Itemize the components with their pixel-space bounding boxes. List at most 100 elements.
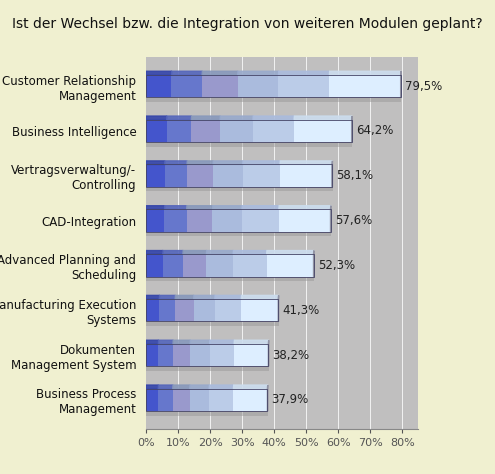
Polygon shape	[202, 71, 238, 75]
Text: 41,3%: 41,3%	[283, 304, 320, 317]
Bar	[146, 389, 267, 411]
Text: 79,5%: 79,5%	[405, 80, 442, 92]
Polygon shape	[163, 251, 183, 254]
Polygon shape	[267, 251, 314, 254]
Bar	[190, 389, 209, 411]
Polygon shape	[146, 206, 165, 210]
Bar	[146, 254, 163, 276]
Bar	[215, 299, 241, 321]
Polygon shape	[209, 385, 234, 389]
Bar	[165, 164, 187, 187]
Text: 38,2%: 38,2%	[273, 348, 310, 362]
Polygon shape	[190, 385, 209, 389]
Bar	[241, 299, 278, 321]
Polygon shape	[146, 161, 165, 164]
Polygon shape	[234, 340, 269, 344]
Polygon shape	[233, 251, 267, 254]
Bar	[202, 75, 238, 97]
Bar	[234, 344, 268, 366]
Text: 58,1%: 58,1%	[336, 169, 373, 182]
Bar	[173, 344, 190, 366]
Bar	[234, 389, 267, 411]
Bar	[146, 119, 167, 142]
Polygon shape	[146, 251, 163, 254]
Bar	[158, 389, 173, 411]
Polygon shape	[183, 251, 206, 254]
Polygon shape	[213, 161, 243, 164]
Bar	[146, 79, 401, 102]
Bar	[167, 119, 191, 142]
Polygon shape	[158, 385, 173, 389]
Polygon shape	[234, 385, 268, 389]
Bar	[146, 214, 331, 236]
Bar	[146, 299, 278, 321]
Bar	[213, 164, 243, 187]
Bar	[146, 299, 159, 321]
Bar	[243, 164, 280, 187]
Bar	[278, 75, 329, 97]
Polygon shape	[158, 340, 173, 344]
Bar	[190, 344, 210, 366]
Polygon shape	[242, 206, 279, 210]
Bar	[183, 254, 206, 276]
Bar	[220, 119, 253, 142]
Bar	[209, 389, 234, 411]
Bar	[146, 254, 313, 276]
Bar	[171, 75, 202, 97]
Polygon shape	[294, 116, 352, 119]
Text: 57,6%: 57,6%	[335, 214, 372, 227]
Polygon shape	[329, 71, 401, 75]
Bar	[206, 254, 233, 276]
Bar	[173, 389, 190, 411]
Bar	[159, 299, 175, 321]
Polygon shape	[253, 116, 295, 119]
Bar	[212, 210, 242, 232]
Bar	[267, 254, 313, 276]
Bar	[238, 75, 278, 97]
Bar	[146, 389, 158, 411]
Bar	[294, 119, 351, 142]
Bar	[146, 393, 268, 416]
Bar	[146, 169, 333, 191]
Bar	[158, 344, 173, 366]
Polygon shape	[243, 161, 280, 164]
Text: 64,2%: 64,2%	[356, 124, 393, 137]
Polygon shape	[190, 340, 210, 344]
Bar	[146, 164, 332, 187]
Polygon shape	[146, 71, 172, 75]
Polygon shape	[241, 295, 279, 299]
Polygon shape	[171, 71, 202, 75]
Bar	[191, 119, 220, 142]
Polygon shape	[173, 340, 191, 344]
Polygon shape	[220, 116, 253, 119]
Bar	[242, 210, 279, 232]
Bar	[146, 124, 352, 146]
Bar	[146, 344, 158, 366]
Bar	[279, 210, 331, 232]
Bar	[146, 75, 400, 97]
Text: 52,3%: 52,3%	[318, 259, 355, 272]
Bar	[146, 210, 164, 232]
Bar	[210, 344, 234, 366]
Bar	[329, 75, 400, 97]
Bar	[233, 254, 267, 276]
Polygon shape	[146, 340, 158, 344]
Polygon shape	[165, 161, 187, 164]
Bar	[194, 299, 215, 321]
Bar	[146, 210, 331, 232]
Polygon shape	[146, 295, 159, 299]
Bar	[163, 254, 183, 276]
Polygon shape	[280, 161, 333, 164]
Bar	[146, 119, 351, 142]
Bar	[146, 303, 279, 326]
Polygon shape	[146, 385, 158, 389]
Polygon shape	[279, 206, 331, 210]
Text: Ist der Wechsel bzw. die Integration von weiteren Modulen geplant?: Ist der Wechsel bzw. die Integration von…	[12, 17, 483, 31]
Polygon shape	[164, 206, 187, 210]
Polygon shape	[159, 295, 175, 299]
Polygon shape	[187, 161, 213, 164]
Bar	[146, 259, 314, 281]
Polygon shape	[278, 71, 330, 75]
Polygon shape	[167, 116, 192, 119]
Polygon shape	[215, 295, 242, 299]
